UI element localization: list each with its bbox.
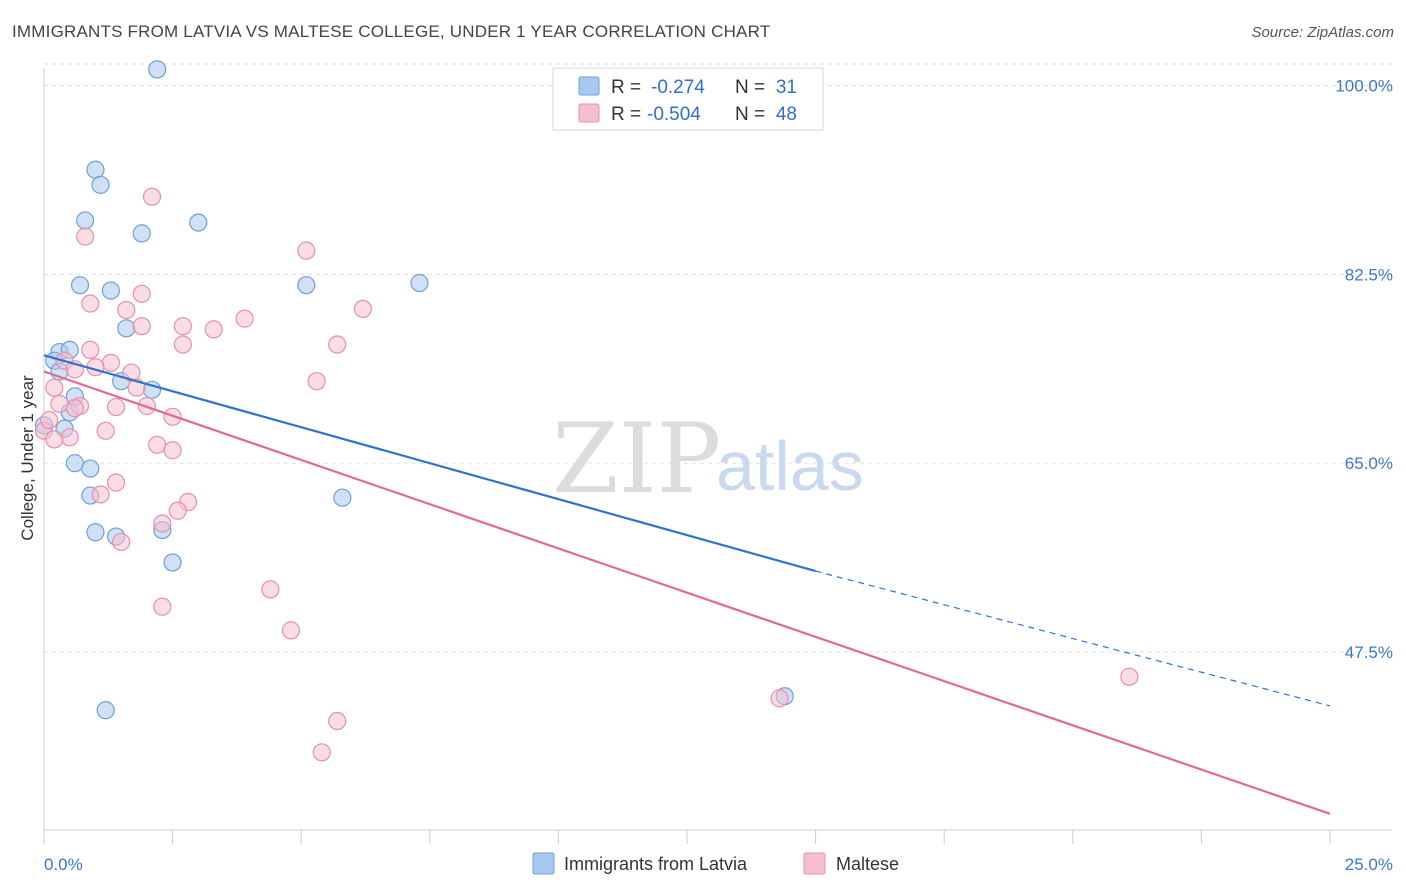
- maltese-point: [117, 300, 136, 320]
- maltese-point: [353, 299, 373, 319]
- bottom-legend: Immigrants from Latvia Maltese: [532, 852, 899, 875]
- maltese-point: [261, 580, 280, 599]
- chart-source: Source: ZipAtlas.com: [1251, 24, 1394, 41]
- latvia-point: [86, 160, 105, 179]
- maltese-point: [153, 597, 172, 616]
- legend-r-value-latvia: -0.274: [651, 77, 705, 98]
- maltese-point: [76, 227, 95, 246]
- latvia-trend-line: [43, 354, 816, 573]
- x-tick-label-min: 0.0%: [44, 855, 83, 874]
- maltese-point: [132, 317, 151, 336]
- y-tick-labels: 47.5% 65.0% 82.5% 100.0%: [1335, 77, 1393, 662]
- data-points: [34, 60, 1139, 762]
- latvia-point: [101, 281, 120, 300]
- latvia-point: [76, 211, 95, 230]
- watermark-atlas: atlas: [716, 427, 864, 505]
- latvia-trend-extension: [815, 570, 1331, 707]
- legend-n-value-latvia: 31: [776, 77, 797, 98]
- legend-n-value-maltese: 48: [776, 104, 797, 125]
- maltese-point: [173, 335, 192, 354]
- trend-lines: [43, 354, 1331, 815]
- latvia-point: [333, 488, 352, 507]
- latvia-point: [410, 273, 429, 293]
- maltese-point: [81, 340, 100, 360]
- x-tick-label-max: 25.0%: [1345, 855, 1393, 874]
- legend-r-label-maltese: R =: [611, 104, 641, 125]
- maltese-point: [163, 441, 182, 460]
- latvia-point: [86, 523, 105, 542]
- legend-n-label-latvia: N =: [735, 77, 765, 98]
- latvia-point: [81, 459, 100, 478]
- maltese-point: [1120, 667, 1139, 686]
- maltese-point: [45, 430, 64, 449]
- maltese-point: [142, 187, 162, 206]
- maltese-point: [281, 621, 301, 640]
- maltese-point: [96, 421, 115, 440]
- maltese-point: [173, 317, 192, 336]
- bottom-legend-swatch-latvia: [532, 852, 555, 875]
- watermark-zip: ZIP: [552, 403, 721, 515]
- y-tick-label: 65.0%: [1345, 454, 1393, 473]
- legend-n-label-maltese: N =: [735, 104, 765, 125]
- maltese-point: [312, 743, 331, 762]
- maltese-point: [235, 309, 254, 328]
- maltese-point: [45, 378, 64, 397]
- maltese-point: [60, 428, 79, 447]
- latvia-point: [65, 454, 84, 473]
- maltese-point: [153, 514, 172, 533]
- maltese-point: [106, 397, 126, 417]
- latvia-point: [189, 213, 208, 232]
- latvia-point: [91, 175, 110, 194]
- legend-swatch-latvia: [578, 76, 600, 96]
- maltese-point: [148, 435, 167, 454]
- watermark: ZIP atlas: [552, 403, 864, 515]
- maltese-point: [168, 501, 187, 520]
- latvia-point: [96, 701, 115, 720]
- maltese-point: [328, 711, 347, 731]
- x-tick-labels: 0.0% 25.0%: [44, 855, 1393, 874]
- x-axis: [43, 68, 1392, 844]
- maltese-point: [40, 410, 59, 430]
- legend: R = -0.274 N = 31 R = -0.504 N = 48: [552, 67, 824, 131]
- maltese-point: [307, 372, 326, 391]
- latvia-point: [163, 553, 182, 572]
- maltese-point: [132, 284, 151, 303]
- latvia-point: [117, 319, 136, 338]
- latvia-point: [297, 276, 316, 295]
- maltese-trend-line: [43, 370, 1331, 815]
- latvia-point: [70, 276, 90, 295]
- maltese-point: [112, 532, 131, 552]
- latvia-point: [132, 224, 151, 243]
- legend-swatch-maltese: [578, 103, 600, 123]
- latvia-point: [148, 60, 167, 79]
- maltese-point: [204, 320, 223, 339]
- bottom-legend-label-maltese: Maltese: [836, 854, 899, 874]
- maltese-point: [101, 353, 120, 372]
- maltese-point: [106, 473, 126, 492]
- legend-r-value-maltese: -0.504: [647, 104, 701, 125]
- maltese-point: [81, 294, 100, 313]
- maltese-point: [328, 335, 347, 354]
- y-axis-label: College, Under 1 year: [18, 375, 37, 541]
- maltese-point: [770, 689, 789, 708]
- maltese-point: [50, 394, 69, 413]
- chart-title: IMMIGRANTS FROM LATVIA VS MALTESE COLLEG…: [12, 22, 771, 41]
- y-tick-label: 47.5%: [1345, 643, 1393, 662]
- bottom-legend-swatch-maltese: [803, 852, 826, 875]
- maltese-point: [297, 241, 316, 260]
- y-tick-label: 82.5%: [1345, 265, 1393, 284]
- maltese-point: [91, 485, 110, 504]
- grid-lines: [44, 63, 1392, 653]
- bottom-legend-label-latvia: Immigrants from Latvia: [564, 854, 748, 874]
- legend-r-label-latvia: R =: [611, 77, 641, 98]
- maltese-point: [65, 399, 84, 418]
- y-tick-label: 100.0%: [1335, 77, 1393, 96]
